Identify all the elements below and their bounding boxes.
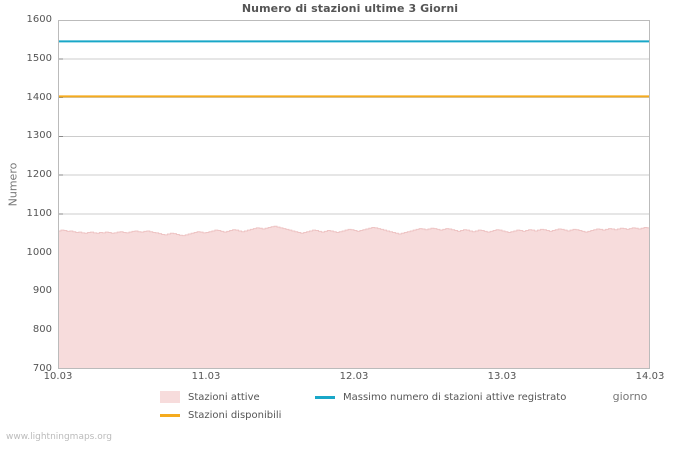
chart-legend: Stazioni attive Massimo numero di stazion… bbox=[160, 390, 640, 426]
legend-swatch-area-icon bbox=[160, 391, 180, 403]
y-axis-tick-labels: 700 800 900 1000 1100 1200 1300 1400 1500 1600 bbox=[0, 0, 52, 450]
y-axis-tick-label: 1500 bbox=[26, 52, 52, 64]
legend-item-label: Stazioni attive bbox=[188, 391, 260, 403]
watermark: www.lightningmaps.org bbox=[6, 432, 112, 442]
legend-item[interactable]: Stazioni attive bbox=[160, 390, 260, 404]
y-axis-tick-label: 1200 bbox=[26, 169, 52, 181]
legend-item[interactable]: Massimo numero di stazioni attive regist… bbox=[315, 390, 566, 404]
x-axis-tick-label: 13.03 bbox=[487, 371, 517, 382]
plot-area bbox=[58, 20, 650, 369]
chart-title: Numero di stazioni ultime 3 Giorni bbox=[241, 2, 459, 15]
y-axis-tick-label: 1400 bbox=[26, 91, 52, 103]
legend-item-label: Massimo numero di stazioni attive regist… bbox=[343, 391, 567, 403]
plot-frame bbox=[58, 20, 650, 369]
x-axis-title: giorno bbox=[612, 390, 648, 403]
y-axis-tick-label: 800 bbox=[32, 324, 52, 336]
y-axis-tick-label: 700 bbox=[32, 363, 52, 374]
legend-item-label: Stazioni disponibili bbox=[188, 409, 282, 421]
y-axis-tick-label: 1100 bbox=[26, 207, 52, 219]
legend-swatch-line-icon bbox=[315, 395, 335, 399]
x-axis-tick-label: 14.03 bbox=[635, 371, 665, 382]
series-stazioni-attive-outline bbox=[58, 225, 650, 237]
x-axis-tick-label: 11.03 bbox=[191, 371, 221, 382]
y-axis-tick-label: 1600 bbox=[26, 14, 52, 25]
chart-canvas bbox=[58, 20, 650, 369]
y-axis-tick-label: 1300 bbox=[26, 130, 52, 142]
legend-swatch-line-icon bbox=[160, 413, 180, 417]
x-axis-tick-label: 12.03 bbox=[339, 371, 369, 382]
y-axis-tick-label: 900 bbox=[32, 285, 52, 297]
legend-item[interactable]: Stazioni disponibili bbox=[160, 408, 281, 422]
x-axis-tick-labels: 10.03 11.03 12.03 13.03 14.03 bbox=[0, 371, 700, 387]
x-axis-tick-label: 10.03 bbox=[43, 371, 73, 382]
y-axis-title: Numero bbox=[6, 162, 20, 207]
y-axis-tick-label: 1000 bbox=[26, 246, 52, 258]
series-stazioni-attive-area bbox=[58, 226, 650, 369]
